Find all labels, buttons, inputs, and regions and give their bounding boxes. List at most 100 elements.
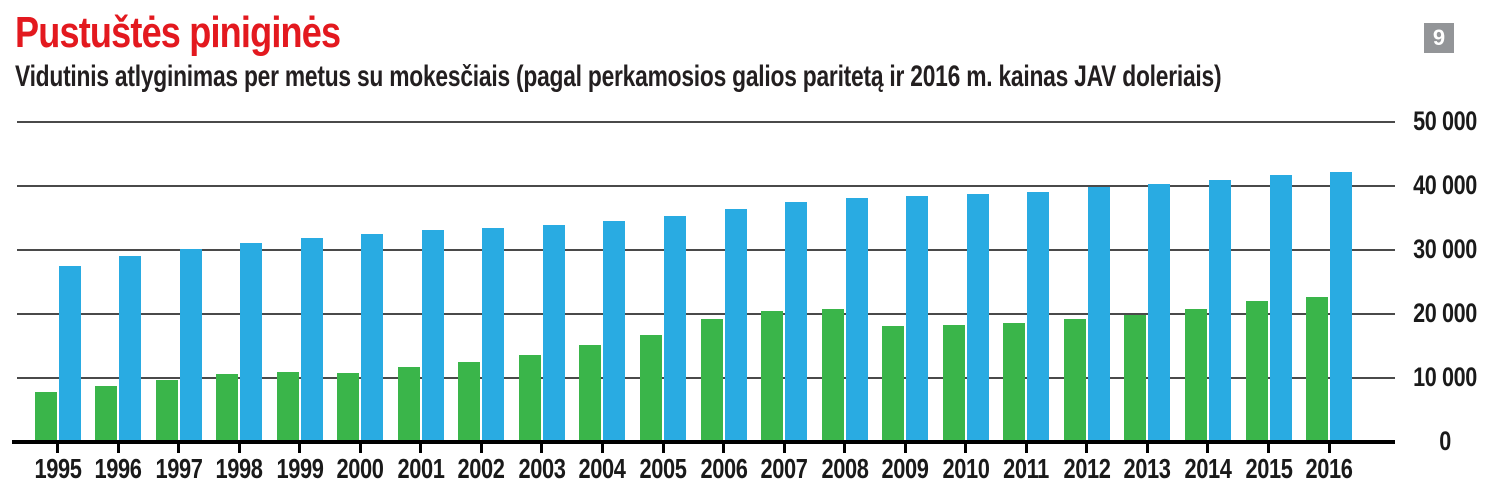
bar-green-2001 (397, 366, 420, 441)
x-axis-label-2003: 2003 (518, 453, 566, 484)
x-axis-label-1996: 1996 (94, 453, 142, 484)
x-axis-label-2001: 2001 (397, 453, 445, 484)
chart-title: Pustuštės piniginės (15, 8, 341, 57)
bar-green-1999 (276, 371, 299, 441)
x-axis-label-2009: 2009 (881, 453, 929, 484)
bar-green-2013 (1124, 314, 1147, 441)
gridline-50000 (17, 121, 1395, 123)
bar-green-2014 (1184, 309, 1207, 441)
x-axis-label-1997: 1997 (155, 453, 203, 484)
x-axis-label-2004: 2004 (578, 453, 626, 484)
bar-green-2002 (458, 362, 481, 441)
bar-green-1997 (155, 380, 178, 441)
gridline-40000 (17, 185, 1395, 187)
x-axis-label-2006: 2006 (700, 453, 748, 484)
x-axis-tick-2008 (843, 444, 847, 453)
bar-green-2000 (337, 372, 360, 441)
gridline-20000 (17, 313, 1395, 315)
bar-green-2006 (700, 319, 723, 441)
x-axis-label-2010: 2010 (942, 453, 990, 484)
bar-blue-2009 (906, 195, 929, 441)
x-axis-tick-2001 (419, 444, 423, 453)
x-axis-tick-2014 (1206, 444, 1210, 453)
bar-blue-2000 (361, 233, 384, 441)
bar-green-2009 (882, 325, 905, 441)
bar-blue-2013 (1148, 184, 1171, 441)
bar-blue-2015 (1269, 175, 1292, 441)
x-axis-tick-2004 (600, 444, 604, 453)
bar-green-2007 (761, 311, 784, 441)
x-axis-tick-2005 (661, 444, 665, 453)
bar-green-2004 (579, 345, 602, 441)
x-axis-tick-2013 (1145, 444, 1149, 453)
x-axis-tick-1998 (237, 444, 241, 453)
x-axis-tick-2000 (358, 444, 362, 453)
x-axis-label-1999: 1999 (276, 453, 324, 484)
x-axis-label-2007: 2007 (760, 453, 808, 484)
x-axis-label-2014: 2014 (1184, 453, 1232, 484)
bar-blue-1998 (240, 242, 263, 441)
bar-blue-2003 (542, 224, 565, 441)
bar-blue-2010 (966, 193, 989, 441)
bar-green-2010 (942, 325, 965, 441)
bar-green-1998 (216, 373, 239, 441)
x-axis-tick-2003 (540, 444, 544, 453)
bar-blue-1996 (119, 256, 142, 441)
bar-blue-2007 (785, 202, 808, 441)
bar-green-2015 (1245, 300, 1268, 441)
x-axis-tick-2002 (479, 444, 483, 453)
x-axis-tick-2012 (1085, 444, 1089, 453)
bar-blue-2016 (1330, 171, 1353, 441)
x-axis-label-2012: 2012 (1063, 453, 1111, 484)
gridline-30000 (17, 249, 1395, 251)
bar-blue-2014 (1208, 179, 1231, 441)
x-axis-tick-2015 (1267, 444, 1270, 453)
x-axis-label-2005: 2005 (639, 453, 687, 484)
x-axis-label-2015: 2015 (1244, 453, 1293, 484)
x-axis-label-1995: 1995 (33, 453, 82, 484)
x-axis-tick-2007 (782, 444, 786, 453)
bar-blue-1999 (300, 238, 323, 441)
bar-blue-2005 (664, 215, 686, 441)
bar-blue-2001 (421, 230, 444, 441)
bar-blue-2002 (482, 227, 505, 441)
bar-green-1996 (95, 385, 118, 441)
bar-blue-1997 (179, 249, 202, 441)
x-axis-tick-2016 (1327, 444, 1331, 453)
x-axis-tick-1999 (298, 444, 302, 453)
x-axis-label-2008: 2008 (821, 453, 869, 484)
x-axis-label-1998: 1998 (215, 453, 263, 484)
y-axis-label-20000: 20 000 (1413, 298, 1477, 328)
x-axis-tick-1995 (56, 444, 59, 453)
bar-green-2011 (1003, 322, 1026, 441)
x-axis-label-2016: 2016 (1305, 453, 1353, 484)
chart-subtitle: Vidutinis atlyginimas per metus su mokes… (15, 60, 1222, 93)
bar-green-2003 (518, 354, 541, 441)
x-axis-label-2011: 2011 (1003, 453, 1050, 484)
x-axis-tick-1997 (177, 444, 181, 453)
x-axis-tick-2006 (722, 444, 726, 453)
bar-green-2008 (821, 308, 844, 441)
y-axis-label-10000: 10 000 (1413, 362, 1477, 392)
page-number-badge: 9 (1424, 23, 1454, 53)
x-axis-label-2013: 2013 (1123, 453, 1171, 484)
x-axis-tick-2009 (903, 444, 907, 453)
y-axis-label-50000: 50 000 (1413, 106, 1477, 136)
bar-green-2016 (1306, 297, 1329, 441)
x-axis-tick-2010 (964, 444, 968, 453)
x-axis-tick-1996 (116, 444, 120, 453)
x-axis-tick-2011 (1024, 444, 1028, 453)
bar-green-1995 (34, 391, 57, 441)
y-axis-label-40000: 40 000 (1413, 170, 1477, 200)
bar-blue-2006 (724, 208, 747, 441)
bar-blue-2011 (1027, 192, 1050, 441)
bar-blue-2004 (603, 220, 626, 441)
bar-blue-2008 (845, 198, 868, 441)
bar-blue-2012 (1087, 186, 1110, 441)
bar-green-2005 (640, 335, 662, 441)
x-axis-label-2000: 2000 (336, 453, 384, 484)
bar-blue-1995 (58, 266, 81, 441)
bar-green-2012 (1063, 319, 1086, 441)
x-axis-label-2002: 2002 (457, 453, 505, 484)
